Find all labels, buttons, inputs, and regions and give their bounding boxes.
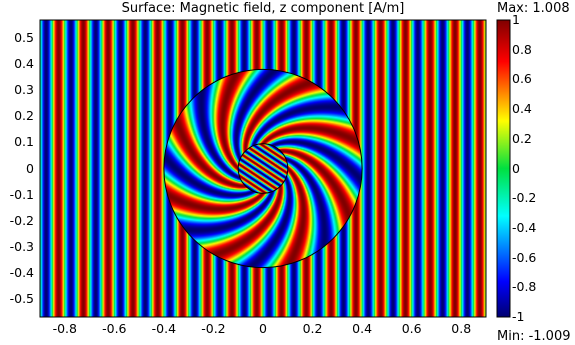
y-tick-label: 0 [26,160,34,176]
x-tick-label: -0.4 [151,321,177,336]
outer-circle-boundary [163,68,363,269]
inner-circle-boundary [237,143,289,194]
y-tick-label: 0.1 [14,134,34,150]
colorbar-tick-label: -0.6 [512,249,537,265]
y-tick-label: 0.3 [14,82,34,98]
x-tick-label: 0 [259,321,267,336]
colorbar-tick-label: -0.2 [512,190,537,206]
x-tick-label: 0.6 [401,321,422,336]
y-tick-label: 0.5 [14,30,34,46]
colorbar-tick-label: 0.6 [512,71,532,87]
colorbar-tick-label: 0.4 [512,101,532,117]
inner-domain [238,143,288,194]
x-tick-label: 0.4 [352,321,373,336]
min-value-label: Min: -1.009 [497,329,571,344]
colorbar-tick-label: 1 [512,12,520,27]
y-tick-label: -0.4 [9,264,34,280]
y-tick-label: 0.4 [14,56,34,72]
max-value-label: Max: 1.008 [497,1,570,16]
y-tick-label: -0.1 [9,186,34,202]
colorbar-tick-label: 0.2 [512,130,532,146]
colorbar-tick-label: -1 [512,309,525,324]
inner-domain-field [238,143,288,194]
plot-title: Surface: Magnetic field, z component [A/… [121,1,405,16]
y-tick-label: 0.2 [14,108,34,124]
y-tick-label: -0.2 [9,212,34,228]
colorbar-tick-label: -0.4 [512,219,537,235]
field-plot-area [40,20,486,317]
y-tick-label: -0.3 [9,238,34,254]
y-tick-label: -0.5 [9,290,34,306]
plot-frame [39,19,487,318]
x-tick-label: 0.2 [302,321,323,336]
colorbar [496,19,511,318]
x-tick-label: -0.6 [102,321,127,336]
x-tick-label: 0.8 [451,321,472,336]
x-tick-label: -0.2 [201,321,226,336]
colorbar-tick-label: -0.8 [512,279,537,295]
colorbar-tick-label: 0 [512,160,520,176]
colorbar-tick-label: 0.8 [512,41,532,57]
x-tick-label: -0.8 [52,321,77,336]
